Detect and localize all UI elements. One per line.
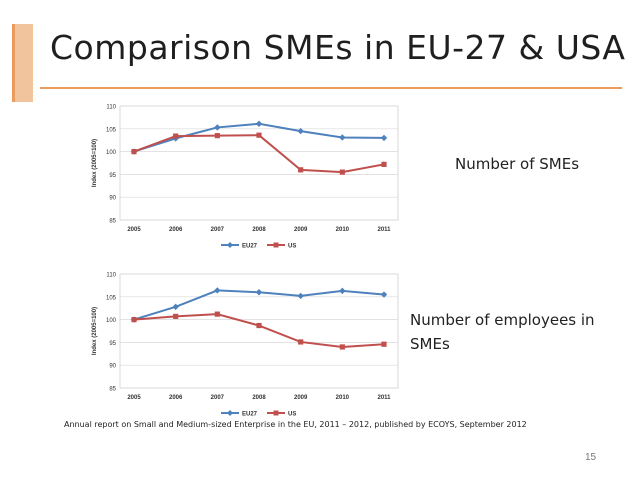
y-axis-label: Index (2005=100) (92, 139, 98, 187)
legend-entry-us: US (288, 244, 296, 250)
y-tick-label: 100 (106, 318, 117, 324)
x-tick-label: 2010 (336, 227, 350, 233)
data-point-us (298, 339, 304, 345)
x-tick-label: 2006 (169, 395, 183, 401)
data-point-us (256, 322, 262, 329)
data-point-us (256, 132, 262, 138)
chart-number-of-employees: 85 90 95 100 105 110 Index (2005=100) 2005 2006 2… (92, 273, 399, 418)
x-tick-label: 2011 (377, 227, 391, 233)
data-point-us (339, 169, 345, 175)
legend-entry-us: US (288, 412, 296, 418)
data-point-eu27 (297, 127, 304, 135)
legend-marker-eu27 (227, 410, 233, 416)
x-tick-label: 2007 (211, 395, 225, 401)
y-tick-label: 85 (109, 387, 116, 393)
data-point-eu27 (339, 134, 346, 141)
accent-bar (12, 24, 33, 102)
y-tick-label: 110 (106, 105, 116, 111)
x-tick-label: 2007 (211, 227, 225, 233)
data-point-eu27 (339, 287, 346, 295)
legend-marker-us (273, 410, 279, 416)
x-tick-label: 2006 (169, 227, 183, 233)
y-tick-label: 105 (106, 295, 117, 301)
data-point-us (173, 313, 179, 320)
data-point-us (173, 133, 179, 139)
x-tick-label: 2008 (252, 395, 266, 401)
legend-entry-eu27: EU27 (242, 412, 258, 418)
x-tick-label: 2008 (252, 227, 266, 233)
data-point-eu27 (214, 287, 221, 294)
y-tick-label: 100 (106, 150, 117, 156)
data-point-us (381, 161, 387, 167)
x-tick-label: 2009 (294, 395, 308, 401)
y-axis-label: Index (2005=100) (92, 307, 98, 355)
data-point-us (214, 133, 220, 139)
x-tick-label: 2011 (377, 395, 391, 401)
y-tick-label: 105 (106, 127, 117, 133)
source-citation: Annual report on Small and Medium-sized … (64, 420, 527, 429)
title-rule (40, 87, 622, 89)
label-number-of-employees: Number of employees in SMEs (410, 311, 595, 353)
data-point-eu27 (297, 292, 304, 300)
y-tick-label: 95 (109, 341, 116, 347)
y-tick-label: 110 (106, 273, 116, 279)
data-point-eu27 (255, 289, 263, 296)
y-tick-label: 90 (109, 196, 116, 202)
data-point-eu27 (214, 124, 221, 131)
data-point-eu27 (255, 120, 263, 127)
y-tick-label: 95 (109, 173, 116, 179)
legend-marker-us (273, 242, 279, 248)
chart-number-of-smes: 85 90 95 100 105 110 Index (2005=100) 2005 2006 2… (92, 105, 399, 250)
legend-entry-eu27: EU27 (242, 244, 258, 250)
data-point-us (339, 344, 345, 350)
y-tick-label: 90 (109, 364, 116, 370)
x-tick-label: 2009 (294, 227, 308, 233)
data-point-us (131, 317, 137, 323)
slide-title: Comparison SMEs in EU-27 & USA (50, 28, 626, 67)
data-point-us (298, 167, 304, 173)
data-point-us (214, 311, 220, 317)
x-tick-label: 2005 (127, 395, 141, 401)
data-point-us (381, 341, 387, 347)
data-point-eu27 (380, 291, 388, 298)
label-number-of-smes: Number of SMEs (455, 155, 580, 173)
x-tick-label: 2010 (336, 395, 350, 401)
page-number: 15 (585, 452, 597, 463)
data-point-eu27 (380, 134, 388, 142)
y-tick-label: 85 (109, 219, 116, 225)
data-point-us (131, 149, 137, 155)
series-line-us (133, 313, 385, 348)
x-tick-label: 2005 (127, 227, 141, 233)
legend-marker-eu27 (227, 242, 233, 248)
data-point-eu27 (172, 303, 179, 311)
